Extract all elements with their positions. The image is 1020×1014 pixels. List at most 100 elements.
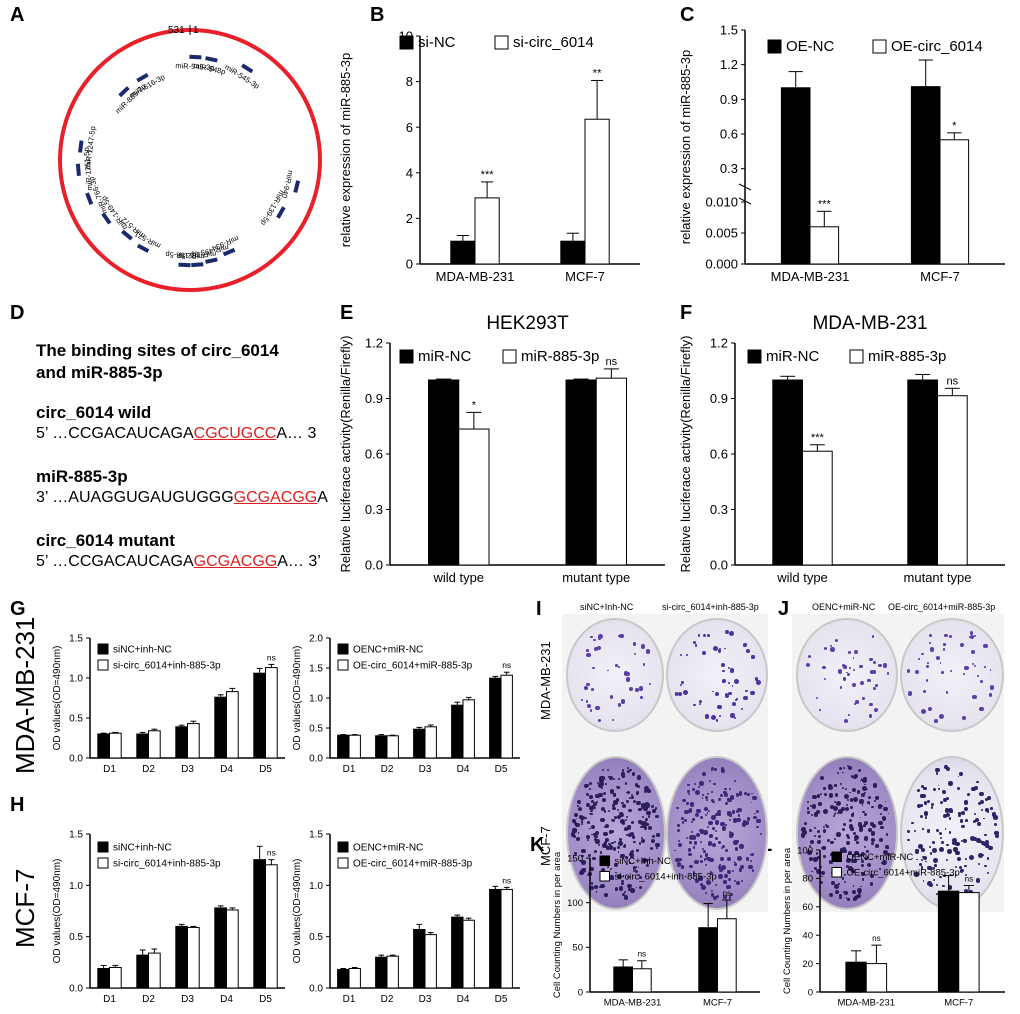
y-tick-label: 6 [406, 120, 413, 135]
colony [623, 891, 626, 894]
panel-letter-a: A [10, 4, 25, 26]
colony [650, 805, 654, 809]
mirna-label: miR-548p [193, 61, 227, 77]
colony [884, 800, 887, 803]
colony [605, 824, 610, 829]
bar-OENC+miR-NC [451, 704, 464, 759]
colony [692, 641, 697, 645]
x-tick-label: D3 [419, 994, 432, 1005]
colony [927, 865, 932, 871]
colony [872, 783, 878, 788]
colony [705, 880, 711, 886]
significance-label: ns [965, 875, 974, 884]
colony [615, 785, 619, 789]
colony [619, 633, 624, 639]
colony [804, 821, 808, 825]
colony [586, 873, 589, 877]
colony [948, 831, 952, 834]
colony [851, 867, 854, 870]
colony [583, 867, 586, 870]
colony-dish-j-1 [796, 618, 898, 732]
colony [716, 812, 721, 817]
colony [866, 788, 868, 791]
colony [971, 786, 976, 792]
colony [833, 838, 836, 841]
colony [915, 850, 919, 855]
colony [984, 864, 987, 868]
y-tick-label: 0.005 [705, 226, 738, 241]
colony [581, 699, 583, 702]
colony [576, 837, 581, 841]
x-tick-label: D4 [220, 764, 233, 775]
colony [598, 718, 602, 722]
bar-siNC+inh-NC [253, 859, 267, 989]
colony [738, 868, 743, 873]
colony [696, 832, 701, 838]
colony [933, 787, 937, 791]
y-tick-label: 0 [808, 987, 813, 998]
colony [575, 817, 578, 820]
colony [623, 671, 628, 676]
colony [694, 859, 699, 865]
colony [850, 798, 854, 802]
y-tick-label: 1.0 [309, 881, 323, 892]
colony [591, 882, 594, 885]
colony [638, 807, 642, 812]
colony [712, 645, 718, 651]
x-tick-label: D4 [457, 994, 470, 1005]
colony [706, 792, 710, 796]
colony [617, 841, 623, 846]
colony [930, 802, 935, 807]
colony [979, 706, 984, 712]
colony [813, 867, 817, 871]
colony [732, 818, 738, 824]
colony [955, 841, 960, 847]
colony [687, 848, 692, 853]
bar-siNC+inh-NC [97, 733, 111, 759]
legend-swatch [494, 35, 509, 50]
colony [811, 870, 813, 873]
colony [595, 705, 600, 711]
colony [932, 878, 936, 882]
colony [610, 818, 614, 821]
colony [848, 651, 851, 654]
colony [906, 668, 911, 673]
bar-OE-NC [780, 87, 811, 265]
colony [980, 799, 985, 805]
bar-OENC+miR-NC [489, 888, 502, 989]
colony [983, 817, 985, 820]
colony [819, 880, 824, 885]
colony [724, 802, 728, 806]
legend-label: OE-circ_6014 [891, 38, 983, 55]
colony [842, 771, 845, 774]
colony [872, 660, 876, 665]
colony [593, 850, 597, 854]
colony [633, 840, 636, 844]
colony [978, 839, 982, 844]
y-tick-label: 1.2 [710, 336, 728, 351]
colony [631, 821, 635, 824]
colony [721, 769, 726, 773]
colony [595, 801, 598, 804]
mirna-label: miR-545-3p [175, 61, 215, 72]
colony [936, 893, 939, 895]
colony [719, 856, 725, 862]
colony [863, 820, 868, 825]
x-tick-label: D1 [103, 994, 116, 1005]
colony [874, 843, 880, 849]
colony [714, 836, 719, 841]
colony [864, 813, 868, 817]
colony [929, 633, 933, 638]
mirna-label: miR-1251-5p [81, 147, 94, 191]
colony [588, 853, 592, 857]
colony [751, 792, 754, 795]
colony [934, 719, 938, 723]
colony [727, 682, 730, 685]
colony [938, 847, 944, 853]
colony [592, 802, 597, 806]
chart-title: HEK293T [486, 313, 569, 334]
colony [883, 849, 889, 855]
colony [800, 832, 806, 838]
colony [935, 829, 939, 833]
colony [980, 808, 983, 811]
